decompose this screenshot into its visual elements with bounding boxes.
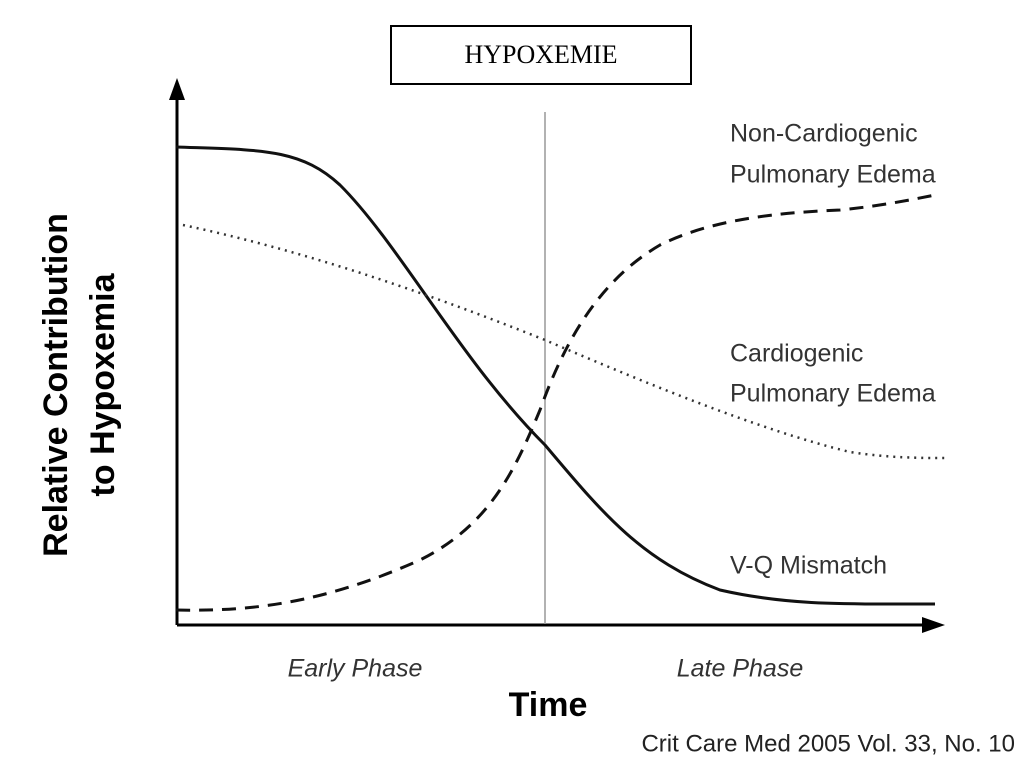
phase-label: Early Phase <box>288 655 423 683</box>
y-axis-label: Relative Contribution to Hypoxemia <box>37 213 122 557</box>
y-axis-label-line: Relative Contribution <box>37 213 75 557</box>
curve-label: V-Q Mismatch <box>730 552 887 580</box>
phase-label: Late Phase <box>677 655 804 683</box>
title-box <box>390 25 692 85</box>
x-arrow <box>922 617 945 633</box>
title: HYPOXEMIE <box>464 40 617 69</box>
curve-label: Non-Cardiogenic <box>730 120 918 148</box>
non-cardiogenic-curve <box>175 193 936 612</box>
vq-mismatch-curve <box>175 145 936 606</box>
y-axis-label-line: to Hypoxemia <box>84 272 122 496</box>
curve-label: Pulmonary Edema <box>730 380 936 408</box>
y-arrow <box>169 78 185 100</box>
x-axis-label: Time <box>509 686 588 724</box>
curve-label: Cardiogenic <box>730 340 863 368</box>
curve-label: Pulmonary Edema <box>730 161 936 189</box>
citation: Crit Care Med 2005 Vol. 33, No. 10 <box>641 730 1015 757</box>
